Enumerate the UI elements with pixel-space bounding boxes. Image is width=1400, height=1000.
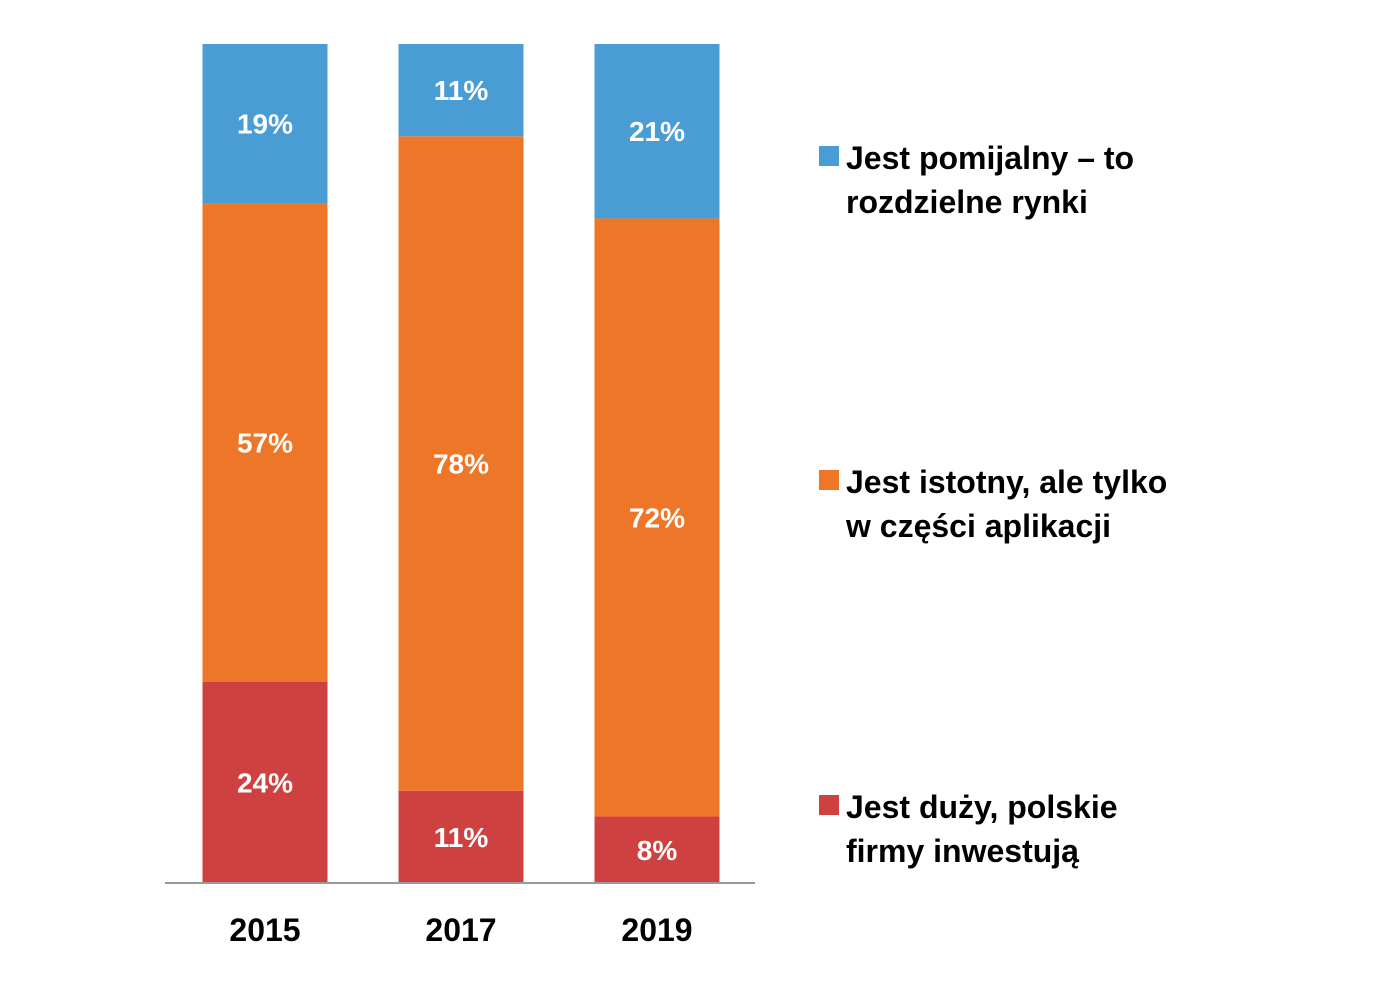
data-label-2019-s2: 21% [629,116,685,147]
legend-swatch-2 [819,795,839,815]
data-label-2019-s1: 72% [629,502,685,533]
data-label-2015-s0: 24% [237,767,293,798]
data-label-2017-s1: 78% [433,449,489,480]
segment-labels-group: 24% 57% 19% 11% 78% 11% 8% 72% 21% [237,75,685,866]
legend-swatch-0 [819,146,839,166]
legend-label-2-line-0: Jest duży, polskie [846,789,1118,825]
bar-segment-2017-s2 [398,44,524,137]
category-labels-group: 2015 2017 2019 [229,912,692,948]
bar-segment-2015-s2 [202,44,328,204]
legend-item-1: Jest istotny, ale tylko w części aplikacj… [819,464,1167,544]
data-label-2017-s0: 11% [434,822,489,853]
legend-item-2: Jest duży, polskie firmy inwestują [819,789,1118,869]
bar-segment-2015-s0 [202,681,328,883]
bar-segment-2017-s1 [398,136,524,791]
bar-segment-2019-s0 [594,816,720,883]
x-tick-label-2019: 2019 [621,912,692,948]
legend-item-0: Jest pomijalny – to rozdzielne rynki [819,140,1134,220]
data-label-2019-s0: 8% [637,835,678,866]
legend-label-1-line-1: w części aplikacji [845,508,1111,544]
x-tick-label-2015: 2015 [229,912,300,948]
legend-swatch-1 [819,470,839,490]
bars-group [202,44,720,883]
x-tick-label-2017: 2017 [425,912,496,948]
bar-segment-2019-s2 [594,44,720,219]
data-label-2017-s2: 11% [434,75,489,106]
bar-segment-2015-s1 [202,203,328,682]
bar-segment-2019-s1 [594,218,720,817]
bar-segment-2017-s0 [398,790,524,883]
data-label-2015-s1: 57% [237,428,293,459]
legend-label-0-line-0: Jest pomijalny – to [846,140,1134,176]
data-label-2015-s2: 19% [237,109,293,140]
legend-label-2-line-1: firmy inwestują [846,833,1079,869]
legend-label-0-line-1: rozdzielne rynki [846,184,1088,220]
legend-label-1-line-0: Jest istotny, ale tylko [846,464,1167,500]
